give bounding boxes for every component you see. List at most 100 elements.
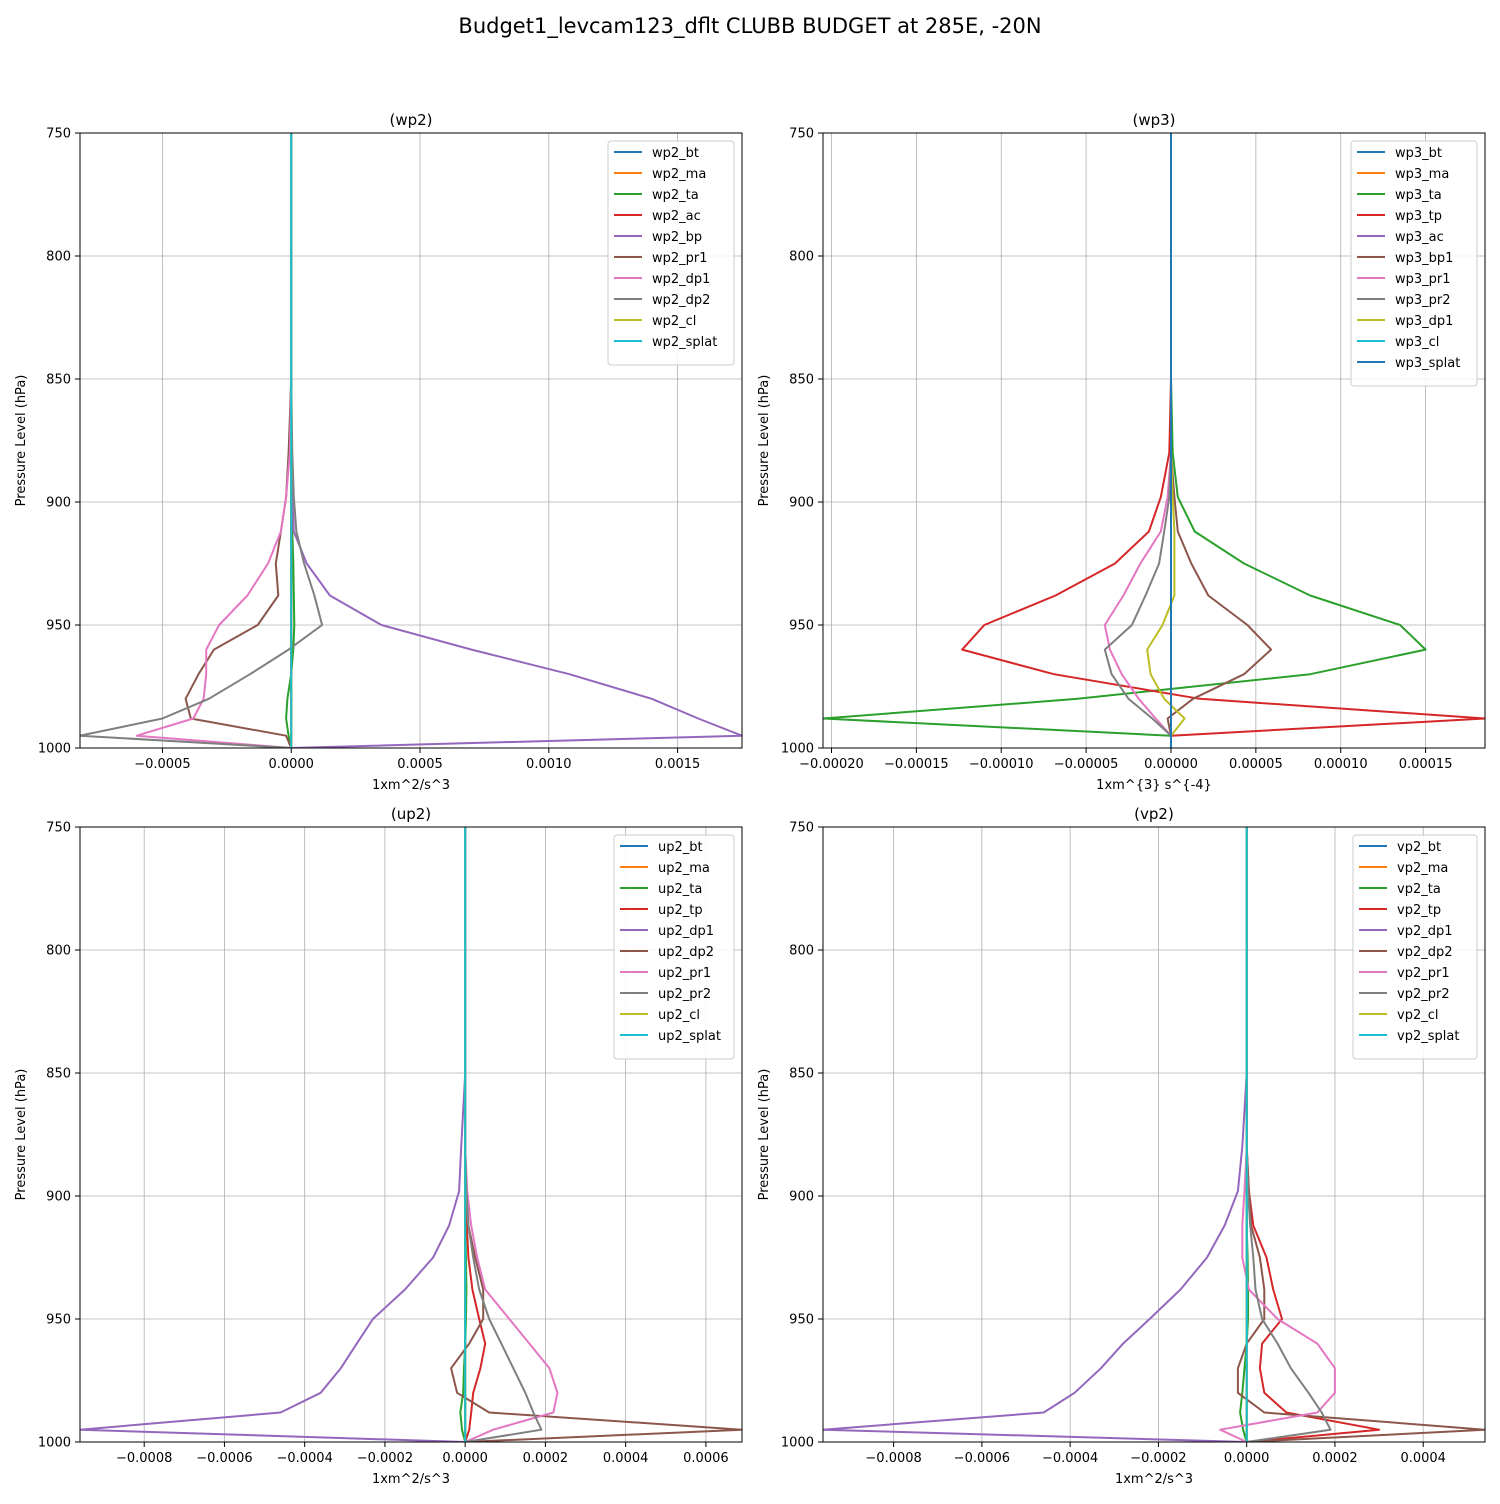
y-axis-label: Pressure Level (hPa) (14, 1069, 29, 1201)
series-group (823, 827, 1485, 1442)
panel-title: (wp2) (389, 111, 432, 129)
series-line-wp2_dp1 (135, 133, 293, 748)
chart-panel-1: −0.00020 −0.00015 −0.00010 −0.00005 0.00000 0… (757, 111, 1486, 793)
legend-box (1352, 834, 1478, 1060)
legend-label: up2_dp2 (658, 945, 714, 960)
y-tick-label: 1000 (38, 1436, 71, 1451)
x-tick-label: 0.00015 (1399, 757, 1453, 772)
legend-label: wp3_dp1 (1395, 314, 1453, 329)
legend-label: wp3_cl (1395, 335, 1439, 350)
legend-label: up2_pr2 (658, 987, 711, 1002)
x-tick-label: −0.0002 (1130, 1451, 1186, 1466)
series-line-wp2_pr1 (184, 133, 293, 748)
legend-label: up2_dp1 (658, 924, 714, 939)
y-tick-label: 1000 (781, 742, 814, 757)
y-tick-label: 800 (46, 944, 71, 959)
legend-box (613, 834, 735, 1060)
y-tick-label: 900 (46, 1190, 71, 1205)
series-line-wp2_dp2 (80, 133, 324, 748)
x-tick-label: 0.0004 (603, 1451, 649, 1466)
x-tick-label: 0.0002 (1312, 1451, 1358, 1466)
legend-label: up2_tp (658, 903, 703, 918)
x-tick-label: −0.0004 (276, 1451, 332, 1466)
legend: up2_bt up2_ma up2_ta up2_tp up2_dp1 up2_dp2up… (613, 834, 735, 1060)
legend-label: vp2_ma (1397, 861, 1448, 876)
legend-label: up2_ma (658, 861, 710, 876)
legend-label: wp3_bt (1395, 146, 1442, 161)
legend-label: wp2_splat (652, 335, 717, 350)
y-axis-label: Pressure Level (hPa) (757, 375, 772, 507)
series-line-up2_pr1 (464, 827, 559, 1442)
legend-label: wp2_bp (652, 230, 702, 245)
legend-label: vp2_splat (1397, 1029, 1459, 1044)
y-tick-label: 950 (789, 619, 814, 634)
figure-title: Budget1_levcam123_dflt CLUBB BUDGET at 2… (458, 14, 1042, 38)
legend: wp3_bt wp3_ma wp3_ta wp3_tp wp3_ac wp3_bp1 wp3… (1350, 140, 1478, 387)
x-tick-label: −0.0006 (954, 1451, 1010, 1466)
chart-panel-0: −0.0005 0.0000 0.0005 0.0010 0.0015 750 800 850… (14, 111, 743, 793)
plot-frame (79, 826, 743, 1443)
legend-label: vp2_pr1 (1397, 966, 1450, 981)
series-line-up2_dp1 (80, 827, 467, 1442)
x-tick-label: 0.00005 (1229, 757, 1283, 772)
x-tick-label: 0.0000 (268, 757, 314, 772)
series-group (80, 133, 742, 748)
legend-label: wp3_bp1 (1395, 251, 1453, 266)
legend-label: up2_pr1 (658, 966, 711, 981)
legend-label: wp2_cl (652, 314, 696, 329)
legend-box (1350, 140, 1478, 387)
y-tick-label: 750 (46, 821, 71, 836)
x-tick-label: 0.0005 (397, 757, 443, 772)
x-tick-label: 0.0000 (1224, 1451, 1270, 1466)
y-tick-label: 850 (789, 1067, 814, 1082)
y-tick-label: 750 (789, 821, 814, 836)
legend-label: wp2_bt (652, 146, 699, 161)
series-line-wp3_pr1 (1103, 133, 1172, 748)
legend-label: up2_bt (658, 840, 703, 855)
legend-label: wp3_splat (1395, 356, 1460, 371)
plot-frame (822, 132, 1486, 749)
legend-label: vp2_pr2 (1397, 987, 1450, 1002)
x-tick-label: 0.0000 (442, 1451, 488, 1466)
y-tick-label: 850 (46, 373, 71, 388)
y-tick-label: 900 (789, 1190, 814, 1205)
y-tick-label: 950 (46, 1313, 71, 1328)
series-line-vp2_pr1 (1219, 827, 1336, 1442)
series-line-vp2_dp1 (823, 827, 1248, 1442)
legend-label: wp3_tp (1395, 209, 1442, 224)
legend-label: wp3_ac (1395, 230, 1444, 245)
x-tick-label: 0.00000 (1144, 757, 1198, 772)
y-tick-label: 1000 (781, 1436, 814, 1451)
x-tick-label: −0.0006 (196, 1451, 252, 1466)
x-tick-label: −0.00005 (1054, 757, 1119, 772)
y-tick-label: 950 (46, 619, 71, 634)
x-tick-label: 0.0004 (1400, 1451, 1446, 1466)
panel-title: (wp3) (1132, 111, 1175, 129)
legend-label: wp2_ma (652, 167, 706, 182)
series-line-up2_pr2 (464, 827, 543, 1442)
y-tick-label: 900 (789, 496, 814, 511)
x-axis-label: 1xm^2/s^3 (372, 1472, 450, 1487)
x-tick-label: −0.0005 (134, 757, 190, 772)
legend-label: vp2_bt (1397, 840, 1441, 855)
legend-label: wp2_dp2 (652, 293, 710, 308)
legend-label: wp3_pr1 (1395, 272, 1451, 287)
y-axis-label: Pressure Level (hPa) (757, 1069, 772, 1201)
legend-label: up2_splat (658, 1029, 721, 1044)
legend-label: wp2_pr1 (652, 251, 708, 266)
legend-label: wp2_ac (652, 209, 701, 224)
series-line-wp3_tp (961, 133, 1485, 748)
x-tick-label: −0.0008 (865, 1451, 921, 1466)
legend-label: vp2_dp1 (1397, 924, 1453, 939)
panel-title: (up2) (391, 805, 431, 823)
y-tick-label: 750 (789, 127, 814, 142)
x-tick-label: −0.00020 (799, 757, 864, 772)
legend-box (607, 140, 735, 366)
legend-label: wp2_ta (652, 188, 699, 203)
legend: vp2_bt vp2_ma vp2_ta vp2_tp vp2_dp1 vp2_dp2vp… (1352, 834, 1478, 1060)
x-tick-label: −0.0002 (357, 1451, 413, 1466)
x-tick-label: −0.0008 (116, 1451, 172, 1466)
legend-label: wp3_ma (1395, 167, 1449, 182)
plot-frame (79, 132, 743, 749)
